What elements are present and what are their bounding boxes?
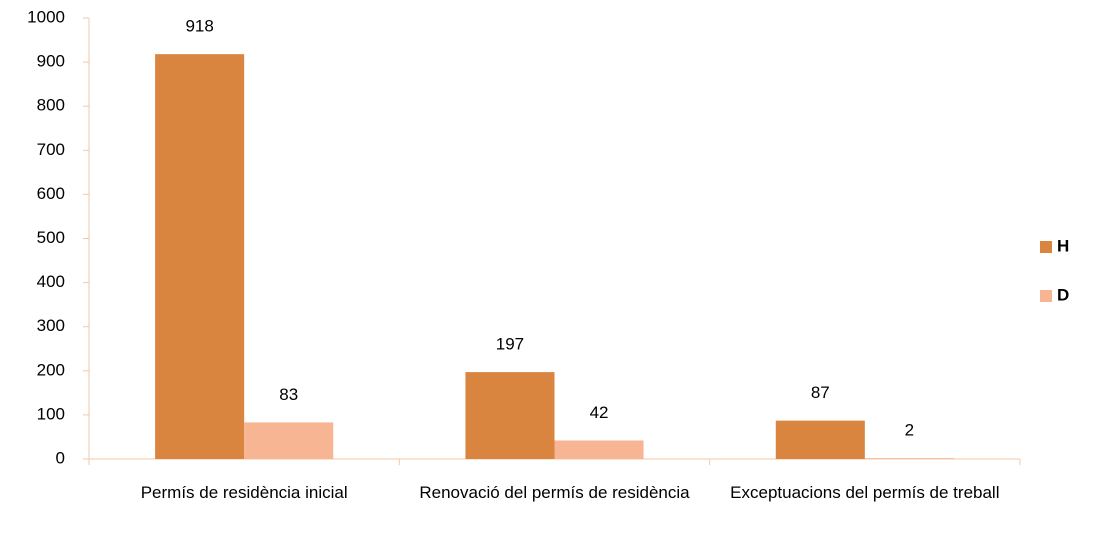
y-tick-label: 1000: [27, 7, 65, 26]
x-tick-label: Permís de residència inicial: [141, 483, 348, 502]
y-tick-label: 400: [37, 272, 65, 291]
bar: [775, 420, 865, 459]
bar: [864, 458, 954, 459]
x-tick-label: Exceptuacions del permís de treball: [730, 483, 999, 502]
value-label: 87: [811, 383, 830, 402]
value-label: 197: [496, 335, 524, 354]
value-label: 918: [185, 17, 213, 36]
bar: [465, 372, 555, 459]
legend-swatch: [1040, 290, 1052, 302]
legend-label: D: [1057, 285, 1069, 304]
y-tick-label: 600: [37, 184, 65, 203]
y-tick-label: 0: [56, 448, 65, 467]
y-tick-label: 300: [37, 316, 65, 335]
y-tick-label: 900: [37, 52, 65, 71]
legend-swatch: [1040, 241, 1052, 253]
value-label: 2: [905, 421, 914, 440]
value-label: 83: [279, 385, 298, 404]
x-tick-label: Renovació del permís de residència: [419, 483, 690, 502]
legend-label: H: [1057, 236, 1069, 255]
value-label: 42: [590, 403, 609, 422]
y-tick-label: 800: [37, 96, 65, 115]
y-tick-label: 700: [37, 140, 65, 159]
bar: [244, 422, 334, 459]
y-tick-label: 500: [37, 228, 65, 247]
y-tick-label: 200: [37, 360, 65, 379]
y-tick-label: 100: [37, 404, 65, 423]
bar: [554, 440, 644, 459]
bar: [155, 54, 245, 460]
